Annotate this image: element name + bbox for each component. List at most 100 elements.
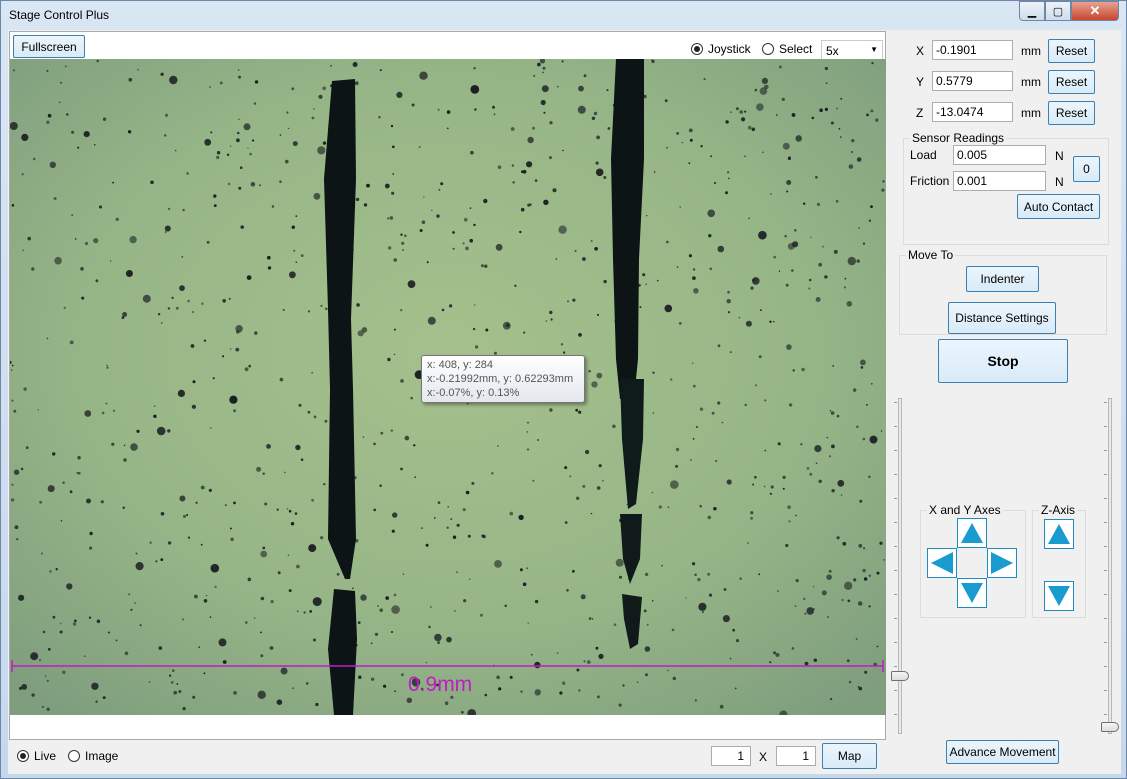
slider-tick: [894, 690, 897, 691]
arrow-up-icon: [961, 523, 983, 543]
camera-view-frame: Fullscreen Joystick Select 5x ▼: [9, 31, 886, 740]
map-button[interactable]: Map: [822, 743, 877, 769]
close-icon: ✕: [1089, 3, 1101, 18]
slider-tick: [1104, 546, 1107, 547]
slider-tick: [1104, 618, 1107, 619]
radio-selected-icon: [17, 750, 29, 762]
sensor-readings-title: Sensor Readings: [910, 131, 1007, 145]
left-slider-track[interactable]: [898, 398, 902, 734]
move-left-button[interactable]: [927, 548, 957, 578]
slider-tick: [1104, 594, 1107, 595]
z-down-button[interactable]: [1044, 581, 1074, 611]
z-axis-title: Z-Axis: [1039, 503, 1077, 517]
slider-tick: [1104, 402, 1107, 403]
slider-tick: [894, 546, 897, 547]
minimize-icon: ▁: [1027, 5, 1037, 18]
y-value-field[interactable]: 0.5779: [932, 71, 1013, 91]
live-radio[interactable]: Live: [17, 749, 56, 763]
slider-tick: [894, 426, 897, 427]
load-value-field[interactable]: 0.005: [953, 145, 1046, 165]
grid-separator: X: [759, 750, 768, 764]
zoom-value: 5x: [826, 43, 839, 58]
joystick-label: Joystick: [708, 42, 751, 56]
x-value-field[interactable]: -0.1901: [932, 40, 1013, 60]
select-radio[interactable]: Select: [762, 42, 812, 56]
slider-tick: [894, 522, 897, 523]
move-up-button[interactable]: [957, 518, 987, 548]
stop-button[interactable]: Stop: [938, 339, 1068, 383]
fullscreen-button[interactable]: Fullscreen: [13, 35, 85, 58]
z-axis-group: Z-Axis: [1032, 503, 1086, 618]
move-to-group: Move To: [899, 248, 1107, 335]
y-label: Y: [916, 75, 925, 89]
slider-tick: [894, 498, 897, 499]
zoom-select[interactable]: 5x ▼: [821, 40, 883, 61]
load-label: Load: [910, 148, 937, 162]
arrow-left-icon: [931, 552, 953, 574]
sensor-readings-group: Sensor Readings: [903, 131, 1109, 245]
advance-movement-button[interactable]: Advance Movement: [946, 740, 1059, 764]
minimize-button[interactable]: ▁: [1019, 1, 1045, 21]
chevron-down-icon: ▼: [870, 45, 878, 54]
indenter-button[interactable]: Indenter: [966, 266, 1039, 292]
friction-unit: N: [1055, 175, 1064, 189]
radio-selected-icon: [691, 43, 703, 55]
arrow-up-icon: [1048, 524, 1070, 544]
right-slider-thumb[interactable]: [1101, 722, 1119, 732]
window-title: Stage Control Plus: [9, 8, 110, 22]
maximize-button[interactable]: ▢: [1045, 1, 1071, 21]
image-label: Image: [85, 749, 119, 763]
slider-tick: [894, 402, 897, 403]
xy-axes-group: X and Y Axes: [920, 503, 1026, 618]
reset-y-button[interactable]: Reset: [1048, 70, 1095, 94]
auto-contact-button[interactable]: Auto Contact: [1017, 194, 1100, 219]
friction-value-field[interactable]: 0.001: [953, 171, 1046, 191]
left-slider-thumb[interactable]: [891, 671, 909, 681]
slider-tick: [1104, 450, 1107, 451]
z-unit: mm: [1021, 106, 1041, 120]
image-radio[interactable]: Image: [68, 749, 118, 763]
z-label: Z: [916, 106, 924, 120]
slider-tick: [1104, 570, 1107, 571]
tooltip-percent: x:-0.07%, y: 0.13%: [427, 387, 520, 399]
slider-tick: [894, 594, 897, 595]
select-label: Select: [779, 42, 813, 56]
y-unit: mm: [1021, 75, 1041, 89]
reset-x-button[interactable]: Reset: [1048, 39, 1095, 63]
z-up-button[interactable]: [1044, 519, 1074, 549]
arrow-right-icon: [991, 552, 1013, 574]
move-right-button[interactable]: [987, 548, 1017, 578]
slider-tick: [894, 618, 897, 619]
radio-unselected-icon: [762, 43, 774, 55]
slider-tick: [1104, 522, 1107, 523]
title-bar: Stage Control Plus ▁ ▢ ✕: [1, 1, 1126, 29]
joystick-radio[interactable]: Joystick: [691, 42, 751, 56]
slider-tick: [894, 714, 897, 715]
reset-z-button[interactable]: Reset: [1048, 101, 1095, 125]
slider-tick: [1104, 666, 1107, 667]
xy-axes-title: X and Y Axes: [927, 503, 1003, 517]
close-button[interactable]: ✕: [1071, 1, 1119, 21]
friction-label: Friction: [910, 174, 950, 188]
z-value-field[interactable]: -13.0474: [932, 102, 1013, 122]
scale-bar-label: 0.9mm: [408, 673, 472, 696]
right-slider-track[interactable]: [1108, 398, 1112, 734]
slider-tick: [894, 450, 897, 451]
slider-tick: [894, 666, 897, 667]
slider-tick: [894, 474, 897, 475]
slider-tick: [894, 570, 897, 571]
grid-y-input[interactable]: 1: [776, 746, 816, 766]
slider-tick: [1104, 642, 1107, 643]
x-label: X: [916, 44, 925, 58]
slider-tick: [1104, 714, 1107, 715]
arrow-down-icon: [1048, 586, 1070, 606]
grid-x-input[interactable]: 1: [711, 746, 751, 766]
slider-tick: [1104, 426, 1107, 427]
radio-unselected-icon: [68, 750, 80, 762]
client-area: Fullscreen Joystick Select 5x ▼: [8, 30, 1121, 774]
distance-settings-button[interactable]: Distance Settings: [948, 302, 1056, 334]
move-down-button[interactable]: [957, 578, 987, 608]
tooltip-mm: x:-0.21992mm, y: 0.62293mm: [427, 373, 574, 385]
zero-sensor-button[interactable]: 0: [1073, 156, 1100, 182]
